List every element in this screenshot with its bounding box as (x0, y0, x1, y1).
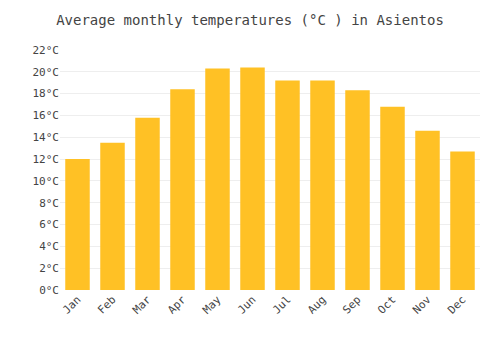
svg-text:Average monthly temperatures (: Average monthly temperatures (°C ) in As… (56, 12, 444, 28)
svg-text:22°C: 22°C (33, 44, 60, 57)
svg-text:Jul: Jul (270, 293, 293, 316)
svg-text:0°C: 0°C (39, 284, 59, 297)
svg-text:10°C: 10°C (33, 175, 60, 188)
svg-text:6°C: 6°C (39, 218, 59, 231)
svg-text:Oct: Oct (375, 293, 398, 316)
svg-text:20°C: 20°C (33, 66, 60, 79)
svg-text:May: May (200, 293, 224, 317)
svg-text:18°C: 18°C (33, 87, 60, 100)
svg-text:Jan: Jan (60, 293, 83, 316)
svg-text:Nov: Nov (410, 293, 434, 317)
svg-text:Jun: Jun (235, 293, 258, 316)
svg-text:Mar: Mar (130, 293, 154, 317)
svg-text:2°C: 2°C (39, 262, 59, 275)
svg-text:Feb: Feb (95, 293, 118, 316)
svg-text:Apr: Apr (165, 293, 189, 317)
svg-text:16°C: 16°C (33, 109, 60, 122)
svg-text:Dec: Dec (445, 293, 468, 316)
svg-text:Aug: Aug (305, 293, 328, 316)
svg-text:14°C: 14°C (33, 131, 60, 144)
svg-text:Sep: Sep (340, 293, 363, 316)
svg-text:4°C: 4°C (39, 240, 59, 253)
svg-text:8°C: 8°C (39, 197, 59, 210)
svg-text:12°C: 12°C (33, 153, 60, 166)
